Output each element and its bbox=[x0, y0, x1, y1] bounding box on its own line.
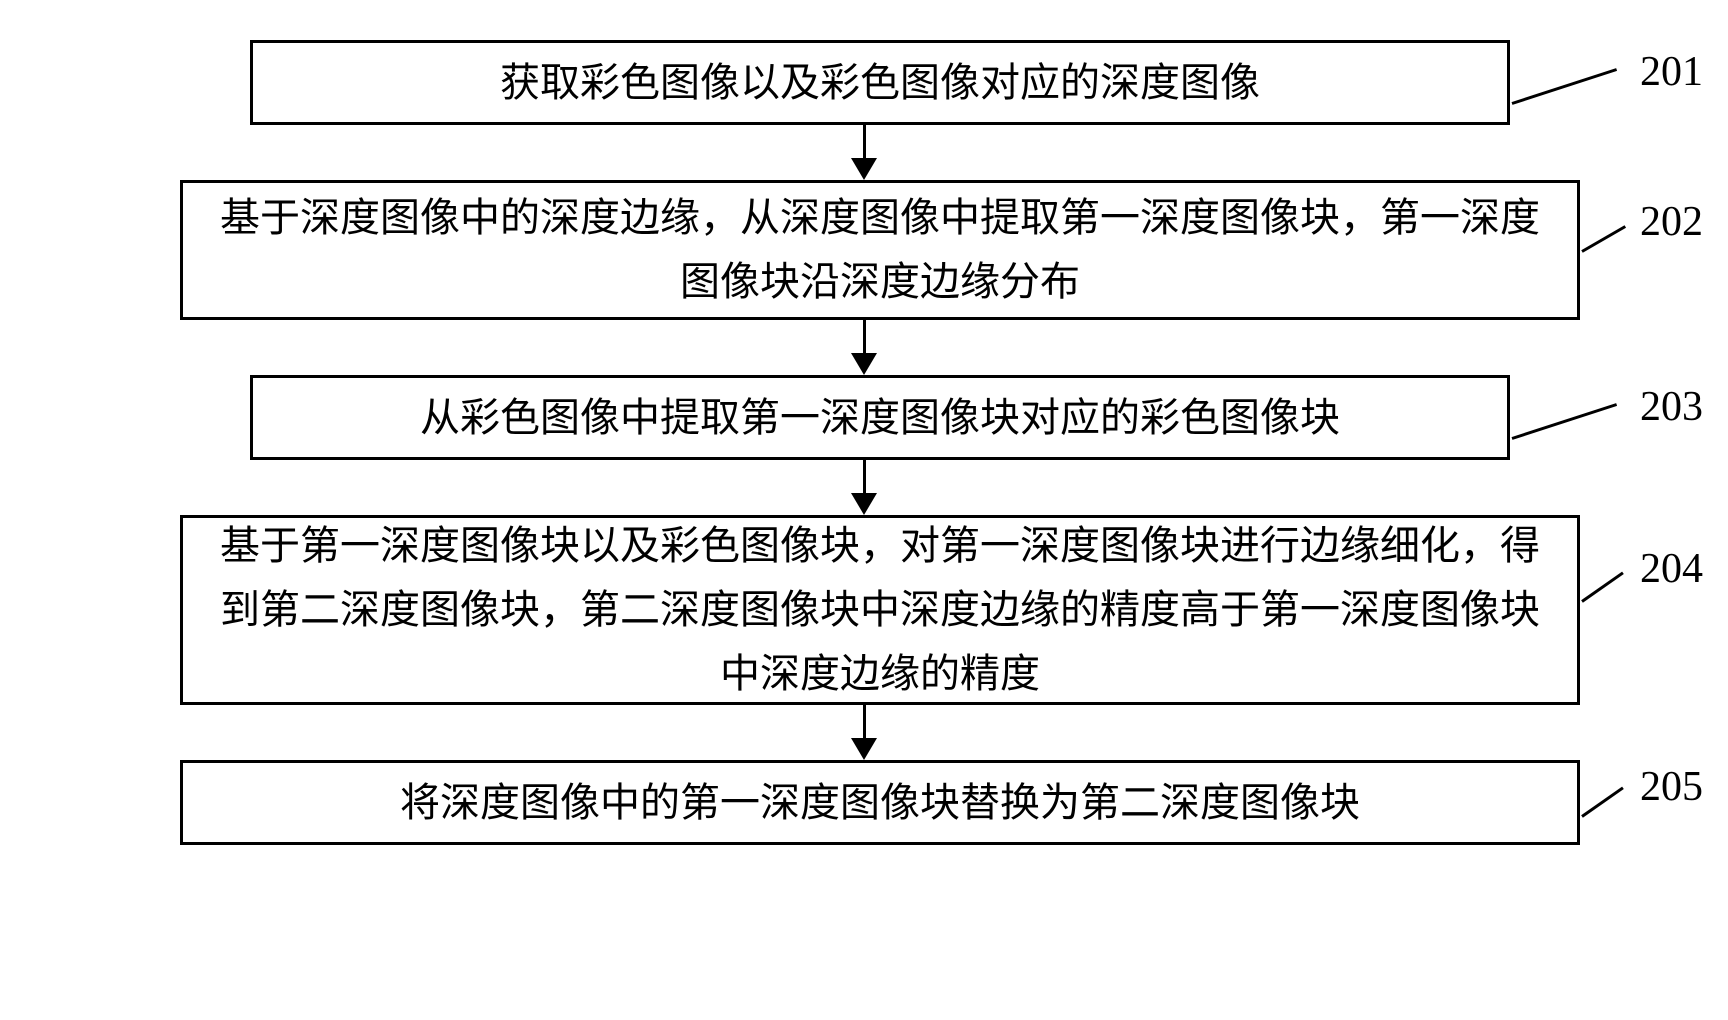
arrow-4-line bbox=[863, 705, 866, 738]
arrow-3-line bbox=[863, 460, 866, 493]
arrow-1-line bbox=[863, 125, 866, 158]
step-202-label: 202 bbox=[1640, 198, 1703, 246]
step-204-box: 基于第一深度图像块以及彩色图像块，对第一深度图像块进行边缘细化，得到第二深度图像… bbox=[180, 515, 1580, 705]
arrow-2-head bbox=[851, 353, 877, 375]
arrow-3 bbox=[851, 460, 877, 515]
step-202-container: 基于深度图像中的深度边缘，从深度图像中提取第一深度图像块，第一深度图像块沿深度边… bbox=[80, 180, 1648, 320]
arrow-1 bbox=[851, 125, 877, 180]
step-202-connector bbox=[1581, 225, 1626, 253]
arrow-2 bbox=[851, 320, 877, 375]
step-204-text: 基于第一深度图像块以及彩色图像块，对第一深度图像块进行边缘细化，得到第二深度图像… bbox=[213, 514, 1547, 706]
step-203-label: 203 bbox=[1640, 383, 1703, 431]
arrow-3-head bbox=[851, 493, 877, 515]
step-204-label: 204 bbox=[1640, 545, 1703, 593]
step-201-connector bbox=[1512, 68, 1618, 105]
step-202-text: 基于深度图像中的深度边缘，从深度图像中提取第一深度图像块，第一深度图像块沿深度边… bbox=[213, 186, 1547, 314]
step-203-connector bbox=[1512, 403, 1618, 440]
step-205-box: 将深度图像中的第一深度图像块替换为第二深度图像块 bbox=[180, 760, 1580, 845]
step-204-container: 基于第一深度图像块以及彩色图像块，对第一深度图像块进行边缘细化，得到第二深度图像… bbox=[80, 515, 1648, 705]
step-203-text: 从彩色图像中提取第一深度图像块对应的彩色图像块 bbox=[420, 386, 1340, 450]
arrow-1-head bbox=[851, 158, 877, 180]
step-201-label: 201 bbox=[1640, 48, 1703, 96]
step-204-connector bbox=[1581, 572, 1624, 603]
step-201-box: 获取彩色图像以及彩色图像对应的深度图像 bbox=[250, 40, 1510, 125]
step-205-text: 将深度图像中的第一深度图像块替换为第二深度图像块 bbox=[400, 771, 1360, 835]
arrow-4-head bbox=[851, 738, 877, 760]
step-203-box: 从彩色图像中提取第一深度图像块对应的彩色图像块 bbox=[250, 375, 1510, 460]
arrow-2-line bbox=[863, 320, 866, 353]
step-203-container: 从彩色图像中提取第一深度图像块对应的彩色图像块 203 bbox=[80, 375, 1648, 460]
step-205-container: 将深度图像中的第一深度图像块替换为第二深度图像块 205 bbox=[80, 760, 1648, 845]
step-205-label: 205 bbox=[1640, 763, 1703, 811]
step-202-box: 基于深度图像中的深度边缘，从深度图像中提取第一深度图像块，第一深度图像块沿深度边… bbox=[180, 180, 1580, 320]
step-201-container: 获取彩色图像以及彩色图像对应的深度图像 201 bbox=[80, 40, 1648, 125]
step-205-connector bbox=[1581, 787, 1624, 818]
flowchart-container: 获取彩色图像以及彩色图像对应的深度图像 201 基于深度图像中的深度边缘，从深度… bbox=[80, 40, 1648, 845]
step-201-text: 获取彩色图像以及彩色图像对应的深度图像 bbox=[500, 51, 1260, 115]
arrow-4 bbox=[851, 705, 877, 760]
